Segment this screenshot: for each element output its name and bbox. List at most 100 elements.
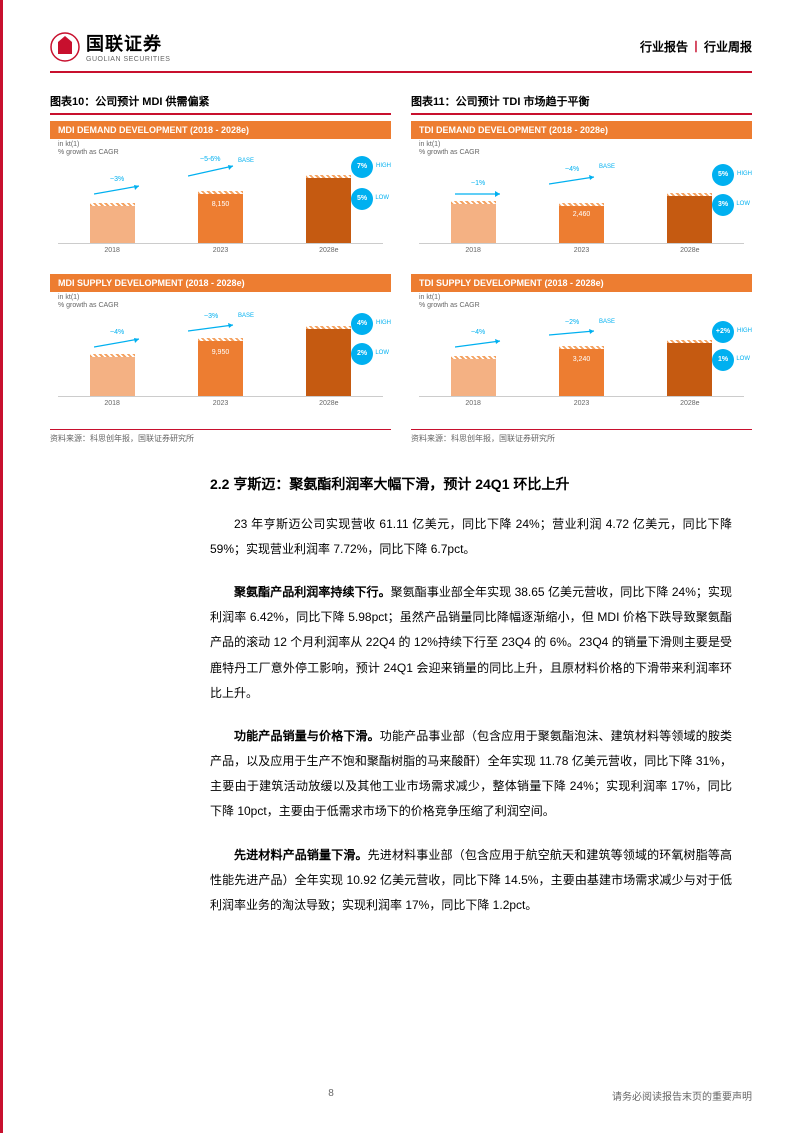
- bar-top-hatch: [667, 193, 712, 196]
- high-label: HIGH: [376, 163, 391, 169]
- bar-value-label: 3,240: [573, 356, 591, 363]
- x-axis-label: 2023: [527, 400, 635, 407]
- x-axis-label: 2018: [58, 400, 166, 407]
- charts-row: 图表10：公司预计 MDI 供需偏紧 MDI DEMAND DEVELOPMEN…: [50, 93, 752, 444]
- low-label: LOW: [375, 350, 389, 356]
- paragraph-1: 23 年亨斯迈公司实现营收 61.11 亿美元，同比下降 24%；营业利润 4.…: [210, 512, 732, 562]
- bar-top-hatch: [306, 175, 351, 178]
- fig11-supply-sub: in kt(1) % growth as CAGR: [411, 292, 752, 313]
- header: 国联证券 GUOLIAN SECURITIES 行业报告丨行业周报: [50, 30, 752, 73]
- fig11-demand-panel: TDI DEMAND DEVELOPMENT (2018 - 2028e) in…: [411, 121, 752, 270]
- footer-disclaimer: 请务必阅读报告末页的重要声明: [612, 1088, 752, 1103]
- fig11-supply-body: 3,240 201820232028e ~4% ~2% BASE +2% HIG…: [411, 313, 752, 423]
- bar-top-hatch: [90, 354, 135, 357]
- body-text: 2.2 亨斯迈：聚氨酯利润率大幅下滑，预计 24Q1 环比上升 23 年亨斯迈公…: [50, 474, 752, 919]
- p3-bold: 功能产品销量与价格下滑。: [234, 729, 380, 743]
- low-label: LOW: [736, 356, 750, 362]
- logo-cn: 国联证券: [86, 30, 170, 56]
- high-label: HIGH: [376, 320, 391, 326]
- bar-top-hatch: [559, 203, 604, 206]
- header-right: 行业报告丨行业周报: [640, 38, 752, 55]
- bar-value-label: 9,950: [212, 349, 230, 356]
- bar-top-hatch: [667, 340, 712, 343]
- fig11-demand-body: 2,460 201820232028e ~1% ~4% BASE 5% HIGH…: [411, 160, 752, 270]
- page-number: 8: [50, 1088, 612, 1103]
- p2-text: 聚氨酯事业部全年实现 38.65 亿美元营收，同比下降 24%；实现利润率 6.…: [210, 585, 732, 700]
- figure-11: 图表11：公司预计 TDI 市场趋于平衡 TDI DEMAND DEVELOPM…: [411, 93, 752, 444]
- fig10-supply-panel: MDI SUPPLY DEVELOPMENT (2018 - 2028e) in…: [50, 274, 391, 423]
- base-label: BASE: [238, 313, 254, 319]
- bar-top-hatch: [90, 203, 135, 206]
- low-label: LOW: [375, 195, 389, 201]
- bar: 2,460: [559, 203, 604, 243]
- low-badge: 5%: [351, 188, 373, 210]
- header-sep: 丨: [690, 40, 702, 54]
- logo: 国联证券 GUOLIAN SECURITIES: [50, 30, 170, 63]
- x-axis-label: 2023: [166, 247, 274, 254]
- bar: [451, 201, 496, 243]
- fig11-source: 资料来源：科思创年报，国联证券研究所: [411, 429, 752, 444]
- fig11-supply-header: TDI SUPPLY DEVELOPMENT (2018 - 2028e): [411, 274, 752, 292]
- fig11-title: 图表11：公司预计 TDI 市场趋于平衡: [411, 93, 752, 115]
- bar-top-hatch: [451, 201, 496, 204]
- bar-top-hatch: [451, 356, 496, 359]
- page: 国联证券 GUOLIAN SECURITIES 行业报告丨行业周报 图表10：公…: [0, 0, 802, 1133]
- x-axis-label: 2028e: [275, 400, 383, 407]
- growth-label: ~3%: [188, 321, 238, 333]
- fig11-demand-header: TDI DEMAND DEVELOPMENT (2018 - 2028e): [411, 121, 752, 139]
- footer: 8 请务必阅读报告末页的重要声明: [50, 1088, 752, 1103]
- x-axis-label: 2018: [419, 400, 527, 407]
- figure-10: 图表10：公司预计 MDI 供需偏紧 MDI DEMAND DEVELOPMEN…: [50, 93, 391, 444]
- low-badge: 1%: [712, 349, 734, 371]
- fig10-demand-sub: in kt(1) % growth as CAGR: [50, 139, 391, 160]
- growth-label: ~1%: [455, 188, 505, 198]
- paragraph-2: 聚氨酯产品利润率持续下行。聚氨酯事业部全年实现 38.65 亿美元营收，同比下降…: [210, 580, 732, 706]
- high-label: HIGH: [737, 171, 752, 177]
- p4-bold: 先进材料产品销量下滑。: [234, 848, 368, 862]
- bar-top-hatch: [559, 346, 604, 349]
- fig10-source: 资料来源：科思创年报，国联证券研究所: [50, 429, 391, 444]
- x-axis-label: 2023: [166, 400, 274, 407]
- header-type: 行业周报: [704, 40, 752, 54]
- bar: 8,150: [198, 191, 243, 243]
- base-label: BASE: [238, 158, 254, 164]
- bar-value-label: 8,150: [212, 201, 230, 208]
- x-axis-label: 2018: [419, 247, 527, 254]
- high-badge: 4%: [351, 313, 373, 335]
- bar-top-hatch: [198, 338, 243, 341]
- growth-label: ~2%: [549, 327, 599, 337]
- x-axis-label: 2023: [527, 247, 635, 254]
- bar: [667, 193, 712, 243]
- growth-label: ~4%: [455, 337, 505, 349]
- x-axis-label: 2028e: [275, 247, 383, 254]
- low-label: LOW: [736, 201, 750, 207]
- x-axis-label: 2028e: [636, 400, 744, 407]
- base-label: BASE: [599, 319, 615, 325]
- paragraph-4: 先进材料产品销量下滑。先进材料事业部（包含应用于航空航天和建筑等领域的环氧树脂等…: [210, 843, 732, 919]
- bar: [306, 175, 351, 243]
- fig10-supply-body: 9,950 201820232028e ~4% ~3% BASE 4% HIGH…: [50, 313, 391, 423]
- high-badge: +2%: [712, 321, 734, 343]
- bar: 9,950: [198, 338, 243, 396]
- fig10-demand-body: 8,150 201820232028e ~3% ~5-6% BASE 7% HI…: [50, 160, 391, 270]
- logo-en: GUOLIAN SECURITIES: [86, 56, 170, 63]
- fig11-demand-sub: in kt(1) % growth as CAGR: [411, 139, 752, 160]
- base-label: BASE: [599, 164, 615, 170]
- fig10-demand-panel: MDI DEMAND DEVELOPMENT (2018 - 2028e) in…: [50, 121, 391, 270]
- paragraph-3: 功能产品销量与价格下滑。功能产品事业部（包含应用于聚氨酯泡沫、建筑材料等领域的胺…: [210, 724, 732, 825]
- fig10-demand-header: MDI DEMAND DEVELOPMENT (2018 - 2028e): [50, 121, 391, 139]
- bar: [90, 203, 135, 243]
- growth-label: ~4%: [549, 174, 599, 186]
- section-heading: 2.2 亨斯迈：聚氨酯利润率大幅下滑，预计 24Q1 环比上升: [210, 474, 732, 494]
- bar-top-hatch: [198, 191, 243, 194]
- p2-bold: 聚氨酯产品利润率持续下行。: [234, 585, 391, 599]
- low-badge: 2%: [351, 343, 373, 365]
- fig10-supply-sub: in kt(1) % growth as CAGR: [50, 292, 391, 313]
- high-label: HIGH: [737, 328, 752, 334]
- bar-top-hatch: [306, 326, 351, 329]
- bar: 3,240: [559, 346, 604, 396]
- fig10-supply-header: MDI SUPPLY DEVELOPMENT (2018 - 2028e): [50, 274, 391, 292]
- fig11-supply-panel: TDI SUPPLY DEVELOPMENT (2018 - 2028e) in…: [411, 274, 752, 423]
- growth-label: ~5-6%: [188, 164, 238, 178]
- growth-label: ~4%: [94, 337, 144, 349]
